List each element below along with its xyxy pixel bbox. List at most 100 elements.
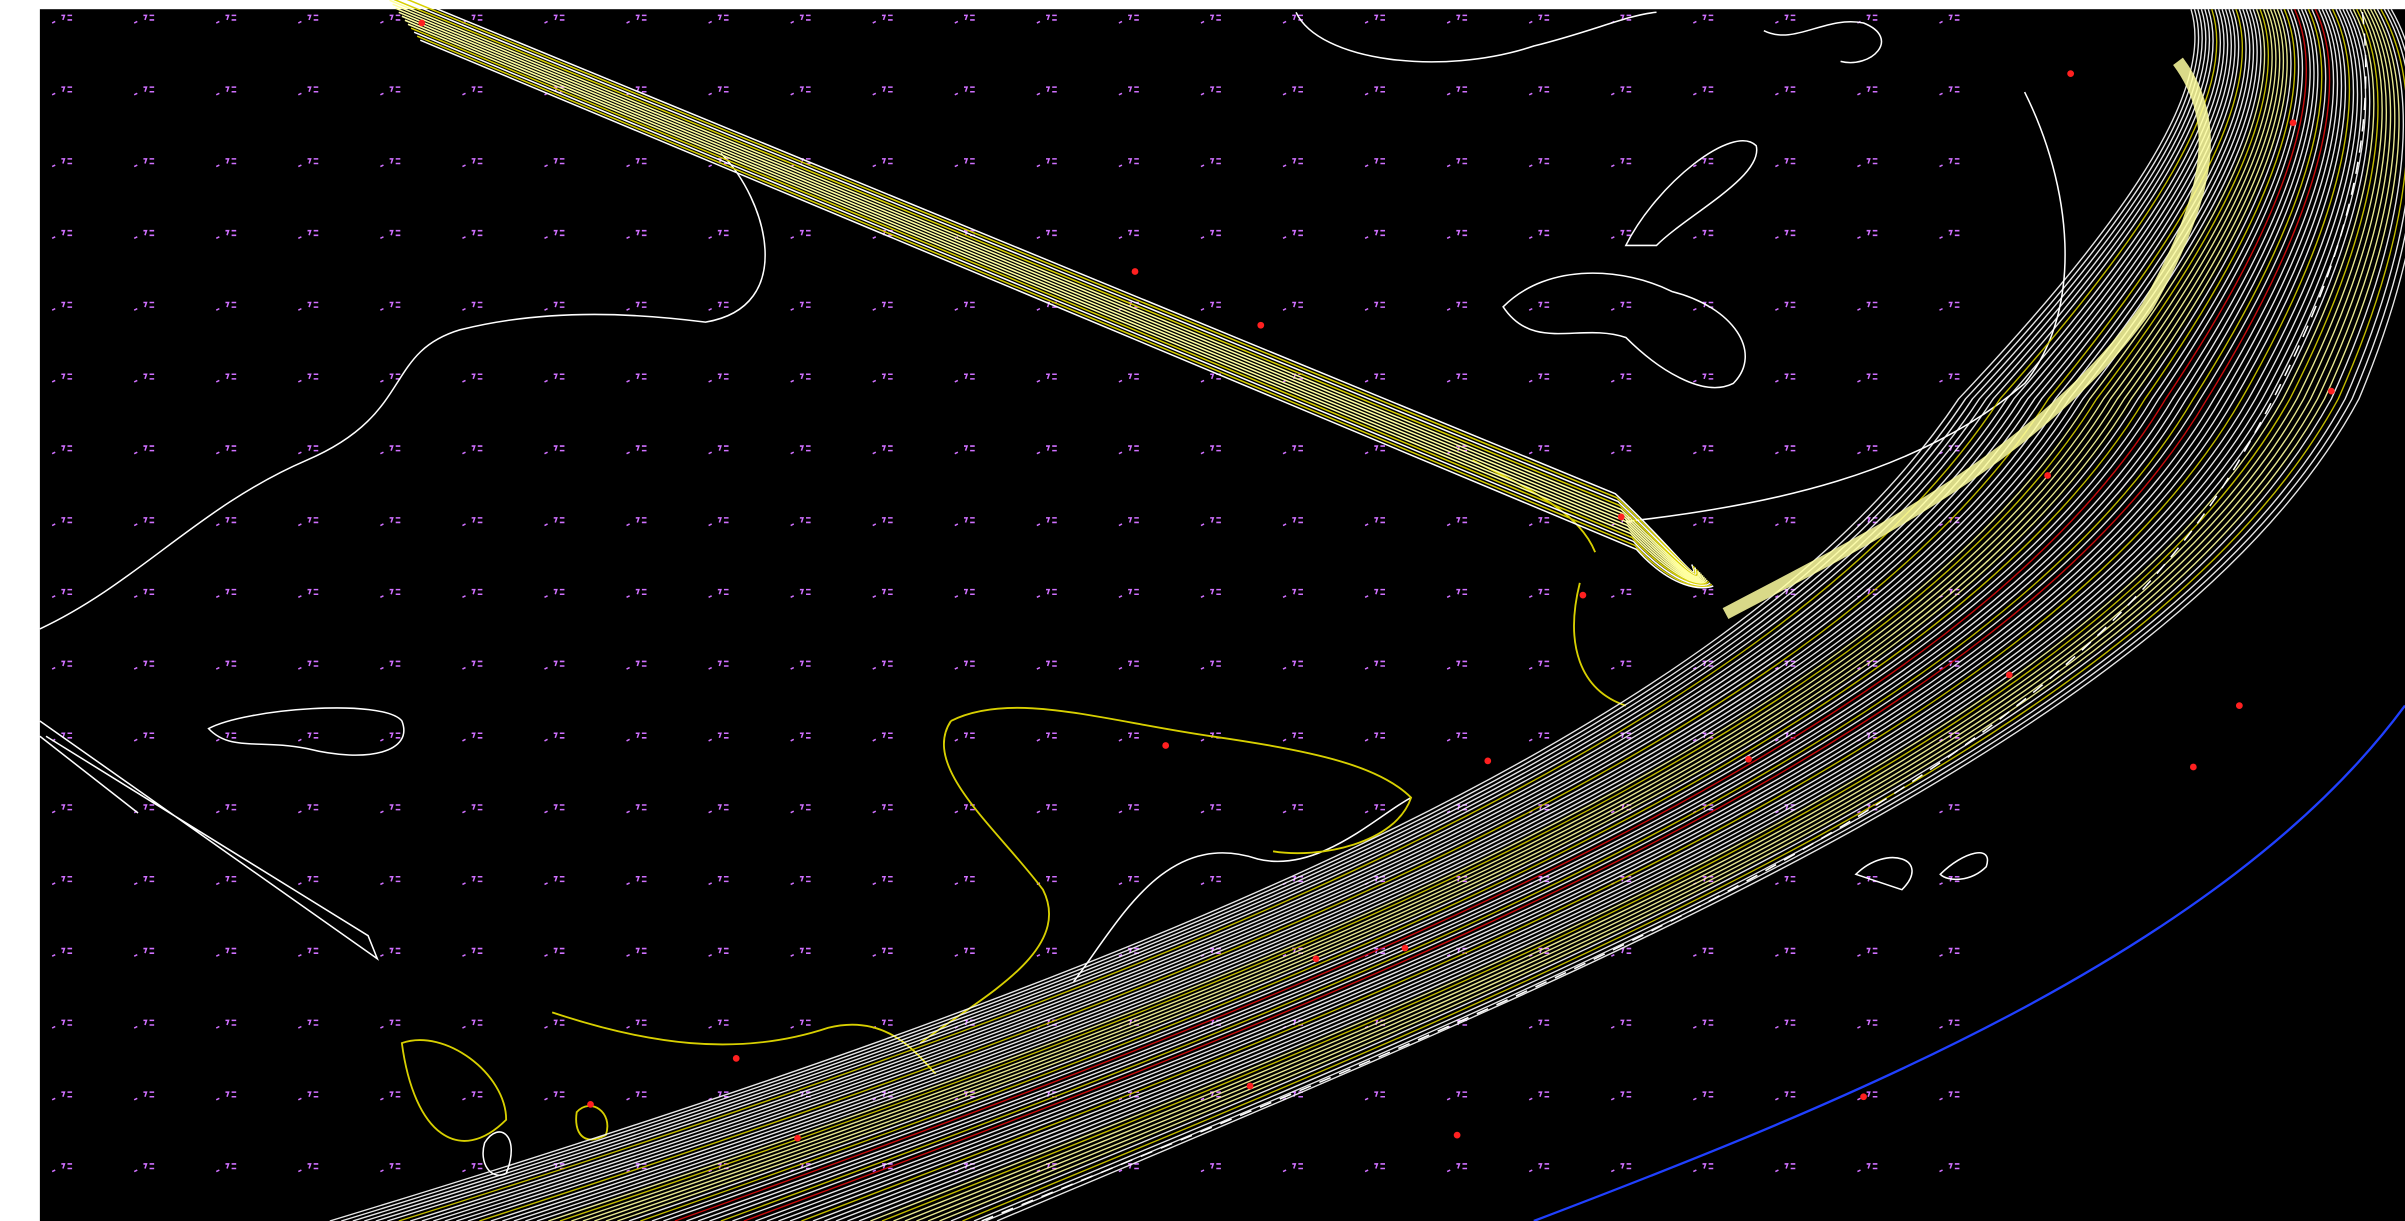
- road-line: [525, 8, 2258, 1221]
- road-line: [594, 8, 2281, 1221]
- elevation-point: [462, 804, 483, 814]
- elevation-point: [1036, 86, 1057, 96]
- elevation-point: [872, 660, 893, 670]
- elevation-point: [51, 14, 73, 24]
- elevation-point: [790, 517, 811, 527]
- elevation-point: [297, 445, 319, 455]
- elevation-point: [297, 158, 319, 168]
- elevation-point: [215, 373, 237, 383]
- elevation-point: [1118, 517, 1139, 527]
- elevation-point: [1610, 373, 1632, 383]
- elevation-point: [1692, 301, 1714, 311]
- elevation-point: [462, 301, 483, 311]
- elevation-point: [51, 876, 73, 886]
- elevation-point: [544, 86, 565, 96]
- road-line: [870, 8, 2375, 1221]
- elevation-point: [462, 1019, 483, 1029]
- elevation-point: [51, 947, 73, 957]
- elevation-point: [297, 947, 319, 957]
- elevation-point: [1036, 660, 1057, 670]
- elevation-point: [1446, 229, 1468, 240]
- elevation-point: [1692, 947, 1714, 957]
- road-line: [651, 8, 2300, 1221]
- elevation-point: [872, 229, 893, 240]
- elevation-point: [380, 876, 401, 886]
- elevation-point: [1939, 947, 1960, 957]
- elevation-point: [708, 1019, 729, 1029]
- elevation-point: [1610, 445, 1632, 455]
- elevation-point: [215, 732, 237, 742]
- elevation-point: [1282, 445, 1303, 455]
- elevation-point: [626, 876, 647, 886]
- elevation-point: [133, 947, 155, 957]
- elevation-point: [1282, 86, 1303, 96]
- elevation-point: [1200, 660, 1221, 670]
- elevation-point: [1364, 1163, 1386, 1173]
- road-line: [973, 8, 2405, 1221]
- elevation-point: [215, 1163, 237, 1173]
- road-line: [479, 8, 2244, 1221]
- elevation-point: [1118, 588, 1139, 598]
- survey-point: [1745, 755, 1752, 763]
- elevation-point: [544, 14, 565, 24]
- elevation-point: [626, 947, 647, 957]
- elevation-point: [1775, 373, 1796, 383]
- elevation-point: [133, 517, 155, 527]
- elevation-point: [708, 1091, 729, 1101]
- elevation-point: [1939, 732, 1960, 742]
- elevation-point: [215, 158, 237, 168]
- elevation-point: [1118, 876, 1139, 886]
- survey-point: [418, 19, 426, 27]
- contour: [1854, 852, 1989, 891]
- elevation-point: [954, 804, 975, 814]
- elevation-point: [708, 158, 729, 168]
- elevation-point: [297, 1091, 319, 1101]
- elevation-point: [626, 1091, 647, 1101]
- elevation-point: [380, 86, 401, 96]
- elevation-point: [1775, 1163, 1796, 1173]
- elevation-point: [1939, 229, 1960, 240]
- embankment: [389, 0, 1714, 589]
- elevation-point: [1446, 14, 1468, 24]
- elevation-point: [544, 588, 565, 598]
- elevation-point: [1200, 229, 1221, 240]
- contour: [39, 152, 766, 630]
- elevation-point: [1364, 373, 1386, 383]
- elevation-point: [462, 1091, 483, 1101]
- elevation-point: [1775, 445, 1796, 455]
- elevation-point: [297, 804, 319, 814]
- elevation-point: [872, 804, 893, 814]
- road-line: [398, 8, 2218, 1221]
- road-line: [950, 8, 2404, 1221]
- elevation-point: [1692, 517, 1714, 527]
- elevation-point: [708, 804, 729, 814]
- elevation-point: [380, 517, 401, 527]
- survey-point: [1312, 955, 1320, 963]
- elevation-point: [790, 660, 811, 670]
- elevation-point: [1610, 1019, 1632, 1029]
- elevation-point: [1036, 373, 1057, 383]
- elevation-point: [1364, 445, 1386, 455]
- elevation-point: [708, 517, 729, 527]
- road-line: [640, 8, 2296, 1221]
- elevation-point: [1857, 229, 1878, 240]
- elevation-point: [215, 947, 237, 957]
- elevation-point: [1939, 301, 1960, 311]
- elevation-point: [1036, 158, 1057, 168]
- elevation-point: [51, 229, 73, 240]
- survey-point: [1579, 591, 1587, 599]
- elevation-point: [954, 588, 975, 598]
- survey-point: [1257, 321, 1265, 329]
- elevation-point: [1446, 301, 1468, 311]
- elevation-point: [51, 1091, 73, 1101]
- elevation-point: [1610, 588, 1632, 598]
- elevation-point: [1118, 804, 1139, 814]
- road-line: [410, 8, 2222, 1221]
- elevation-point: [133, 1163, 155, 1173]
- elevation-point: [1446, 732, 1468, 742]
- elevation-point: [133, 732, 155, 742]
- elevation-point: [133, 14, 155, 24]
- elevation-point: [215, 1019, 237, 1029]
- elevation-point: [133, 660, 155, 670]
- road-line: [732, 8, 2327, 1221]
